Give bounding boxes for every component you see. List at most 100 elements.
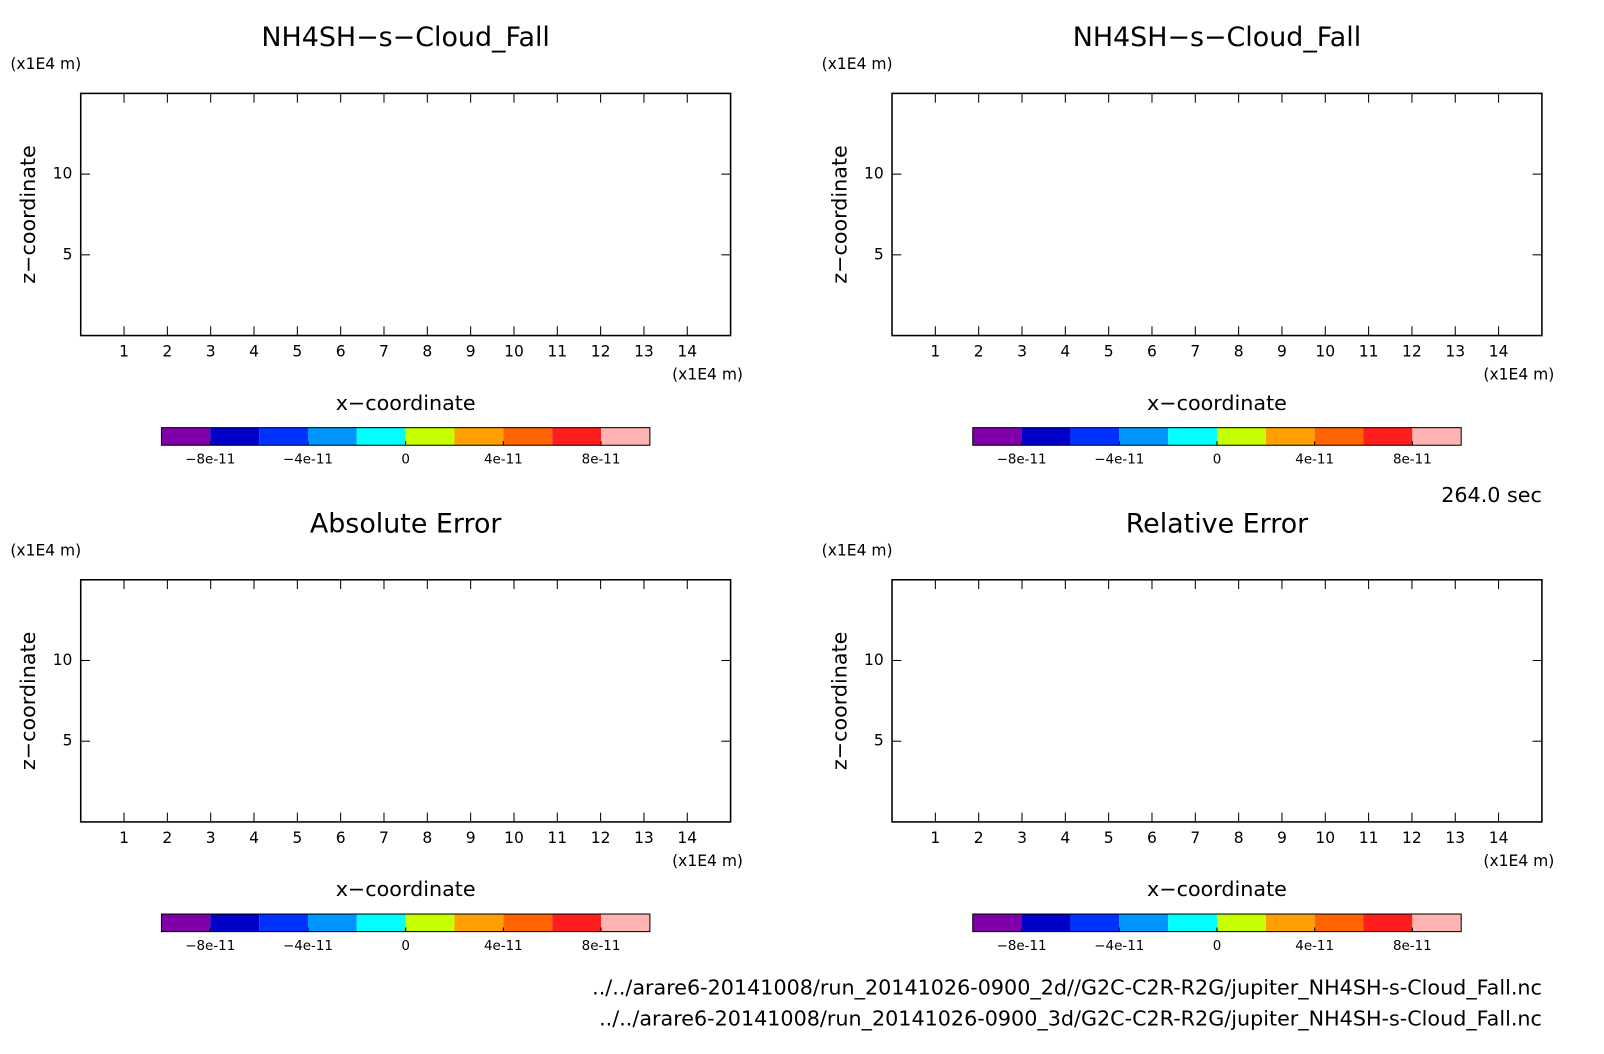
colorbar-tick-label: 4e-11 — [484, 453, 523, 468]
x-tick-label: 9 — [1277, 829, 1287, 847]
colorbar-segment — [1216, 914, 1266, 932]
x-tick-label: 7 — [1190, 829, 1200, 847]
y-axis-label: z−coordinate — [16, 145, 40, 284]
colorbar-segment — [601, 914, 650, 932]
colorbar-segment — [1216, 427, 1266, 446]
colorbar-tick-label: 0 — [401, 939, 410, 954]
x-unit: (x1E4 m) — [1483, 365, 1554, 383]
x-tick-label: 1 — [930, 829, 940, 847]
x-tick-label: 14 — [677, 343, 697, 361]
x-unit: (x1E4 m) — [1483, 852, 1554, 870]
x-tick-label: 13 — [634, 343, 654, 361]
colorbar-segment — [259, 427, 308, 446]
x-tick-label: 3 — [1017, 343, 1027, 361]
x-tick-label: 3 — [1017, 829, 1027, 847]
colorbar-tick-label: 0 — [1213, 453, 1222, 468]
colorbar-tick-label: −4e-11 — [283, 939, 333, 954]
colorbar-tick-label: 4e-11 — [484, 939, 523, 954]
x-tick-label: 1 — [119, 829, 129, 847]
x-tick-label: 9 — [466, 343, 476, 361]
colorbar-segment — [1265, 427, 1315, 446]
colorbar-segment — [161, 427, 211, 446]
colorbar-segment — [552, 914, 602, 932]
x-tick-label: 7 — [1190, 343, 1200, 361]
y-tick-label: 5 — [874, 245, 884, 263]
x-tick-label: 13 — [1445, 343, 1465, 361]
colorbar-tick-label: 0 — [1213, 939, 1222, 954]
x-tick-label: 8 — [1234, 829, 1244, 847]
colorbar-tick-label: −8e-11 — [185, 453, 235, 468]
colorbar-segment — [405, 914, 455, 932]
colorbar-tick-label: −8e-11 — [185, 939, 235, 954]
colorbar-segment — [1412, 427, 1462, 446]
colorbar-segment — [307, 914, 357, 932]
y-tick-label: 10 — [864, 165, 884, 183]
x-unit: (x1E4 m) — [672, 365, 743, 383]
colorbar-segment — [1168, 427, 1217, 446]
colorbar-segment — [1314, 914, 1364, 932]
colorbar-segment — [405, 427, 455, 446]
x-axis-label: x−coordinate — [1147, 391, 1287, 415]
colorbar-tick-label: −4e-11 — [1094, 939, 1144, 954]
time-label: 264.0 sec — [1441, 483, 1542, 507]
colorbar-segment — [1363, 427, 1413, 446]
colorbar-tick-label: −4e-11 — [1094, 453, 1144, 468]
colorbar-segment — [552, 427, 602, 446]
y-tick-label: 10 — [864, 651, 884, 669]
colorbar-segment — [210, 914, 260, 932]
plot-frame — [79, 579, 732, 823]
x-tick-label: 4 — [1060, 343, 1070, 361]
colorbar-tick-label: 4e-11 — [1295, 453, 1334, 468]
x-tick-label: 13 — [1445, 829, 1465, 847]
x-tick-label: 7 — [379, 829, 389, 847]
colorbar-segment — [307, 427, 357, 446]
colorbar-segment — [1021, 427, 1071, 446]
x-tick-label: 13 — [634, 829, 654, 847]
x-tick-label: 5 — [1104, 829, 1114, 847]
x-tick-label: 6 — [1147, 829, 1157, 847]
x-tick-label: 3 — [206, 829, 216, 847]
plot-frame — [79, 92, 732, 337]
x-tick-label: 11 — [1359, 343, 1379, 361]
colorbar-tick-label: 4e-11 — [1295, 939, 1334, 954]
colorbar-segment — [972, 914, 1022, 932]
colorbar-segment — [972, 427, 1022, 446]
colorbar-segment — [1363, 914, 1413, 932]
x-tick-label: 3 — [206, 343, 216, 361]
chart-title: Absolute Error — [310, 508, 503, 539]
x-tick-label: 4 — [1060, 829, 1070, 847]
x-tick-label: 10 — [1315, 829, 1335, 847]
chart-title: NH4SH−s−Cloud_Fall — [1073, 22, 1361, 53]
plot-frame — [891, 579, 1543, 823]
y-axis-label: z−coordinate — [827, 145, 851, 284]
x-tick-label: 5 — [1104, 343, 1114, 361]
x-tick-label: 14 — [1489, 343, 1509, 361]
x-tick-label: 6 — [1147, 343, 1157, 361]
plot-frame — [891, 92, 1543, 337]
colorbar-segment — [161, 914, 211, 932]
colorbar-segment — [601, 427, 650, 446]
x-tick-label: 10 — [504, 829, 524, 847]
colorbar-segment — [1412, 914, 1462, 932]
colorbar-tick-label: 8e-11 — [1393, 453, 1432, 468]
y-tick-label: 5 — [63, 732, 73, 750]
x-axis-label: x−coordinate — [336, 391, 476, 415]
x-tick-label: 10 — [504, 343, 524, 361]
x-tick-label: 1 — [119, 343, 129, 361]
chart-title: Relative Error — [1126, 508, 1309, 539]
x-tick-label: 5 — [292, 343, 302, 361]
x-tick-label: 2 — [974, 829, 984, 847]
x-tick-label: 2 — [162, 343, 172, 361]
colorbar-segment — [1119, 427, 1169, 446]
x-tick-label: 6 — [336, 343, 346, 361]
file-path: ../../arare6-20141008/run_20141026-0900_… — [599, 1007, 1542, 1032]
x-tick-label: 9 — [1277, 343, 1287, 361]
colorbar-segment — [356, 427, 406, 446]
x-tick-label: 14 — [677, 829, 697, 847]
colorbar-tick-label: −8e-11 — [997, 453, 1047, 468]
colorbar-segment — [356, 914, 406, 932]
y-unit: (x1E4 m) — [822, 541, 893, 559]
x-tick-label: 12 — [591, 829, 611, 847]
colorbar-tick-label: −8e-11 — [997, 939, 1047, 954]
